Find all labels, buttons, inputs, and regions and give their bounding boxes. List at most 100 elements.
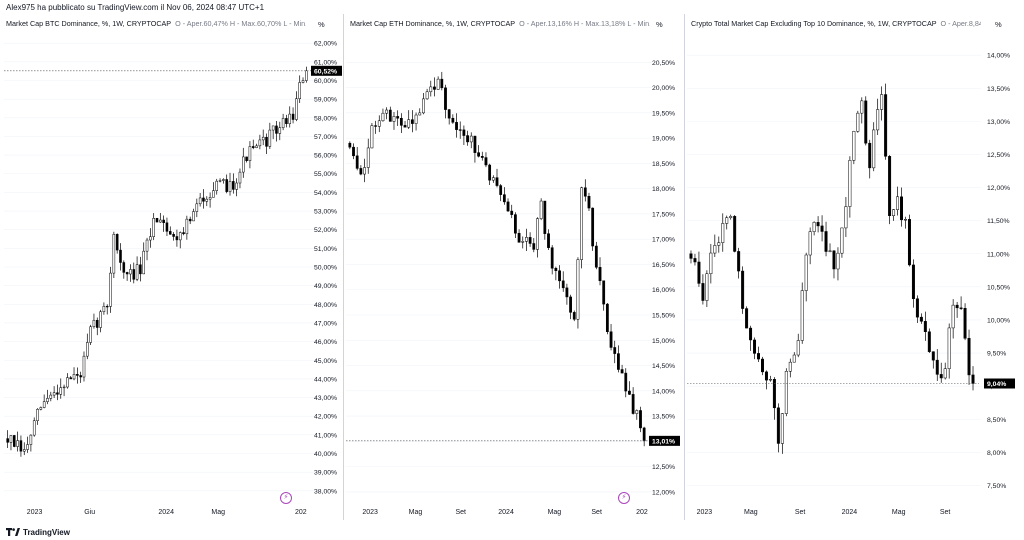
candle: [155, 217, 159, 223]
candle-body: [709, 252, 713, 274]
candle-body: [576, 259, 580, 320]
candle-body: [554, 267, 558, 271]
candle-body: [602, 280, 606, 305]
y-tick-label: 50,00%: [314, 265, 337, 272]
unit-header: %: [995, 20, 1002, 29]
candle: [840, 227, 844, 258]
candle-body: [725, 217, 729, 224]
candle-body: [780, 413, 784, 444]
candle: [198, 193, 202, 207]
candle: [510, 204, 514, 219]
x-axis: 2023 Mag Set 2024 Mag Set 202: [362, 509, 648, 516]
candlestick-chart[interactable]: 2023MagSet2024MagSet20212,00%12,50%13,00…: [344, 14, 683, 520]
candle-body: [832, 250, 836, 270]
candle-body: [447, 109, 451, 119]
candle: [59, 378, 63, 399]
y-tick-label: 8,00%: [987, 450, 1006, 457]
candle-body: [768, 379, 772, 381]
published-byline: Alex975 ha pubblicato su TradingView.com…: [6, 3, 265, 12]
candle: [261, 129, 265, 146]
candle: [462, 125, 466, 146]
candle: [82, 351, 86, 382]
candle: [22, 442, 26, 456]
y-tick-label: 41,00%: [314, 432, 337, 439]
candle-body: [828, 250, 832, 252]
candle: [927, 328, 931, 353]
candle: [225, 174, 228, 194]
alert-lightning-icon[interactable]: ⚡: [280, 492, 292, 504]
candlestick-chart[interactable]: 2023 Giu 2024 Mag 202 38,00% 39,00% 40,00% 41,00…: [0, 14, 342, 520]
grid-lines: [4, 42, 314, 492]
candle-body: [761, 358, 764, 373]
candle-body: [370, 125, 374, 149]
candle-body: [59, 387, 63, 395]
candle-body: [635, 410, 639, 414]
candle-body: [202, 197, 205, 202]
others-dominance-chart-panel[interactable]: Crypto Total Market Cap Excluding Top 10…: [685, 14, 1024, 520]
candle-body: [112, 234, 116, 274]
candle-body: [943, 368, 947, 379]
candle-body: [959, 307, 963, 309]
candle-body: [377, 120, 381, 127]
candle-body: [480, 156, 484, 158]
x-tick-label: Set: [940, 509, 951, 516]
candle: [218, 178, 222, 183]
candle-body: [215, 180, 219, 191]
candle: [764, 370, 768, 390]
candle-body: [185, 218, 189, 235]
candle: [285, 114, 288, 128]
candle: [561, 271, 565, 292]
candle-body: [29, 434, 33, 445]
candle-body: [46, 398, 49, 402]
btc-dominance-chart-panel[interactable]: Market Cap BTC Dominance, %, 1W, CRYPTOC…: [0, 14, 342, 520]
candle: [271, 125, 275, 140]
candle-body: [162, 219, 165, 224]
candle-body: [182, 232, 185, 235]
candle-body: [52, 392, 56, 396]
candle: [410, 110, 414, 133]
candle-body: [139, 264, 142, 275]
candle-body: [222, 179, 225, 181]
candle: [543, 200, 547, 240]
candle-body: [864, 100, 868, 144]
candle: [576, 257, 580, 329]
candle: [235, 178, 238, 197]
candle: [554, 266, 558, 281]
panel-divider: [343, 14, 344, 520]
candle: [89, 324, 92, 346]
y-tick-label: 54,00%: [314, 190, 337, 197]
y-tick-label: 13,50%: [652, 414, 675, 421]
candle: [911, 259, 915, 308]
candle-body: [820, 225, 824, 232]
candle: [268, 122, 272, 150]
candle: [583, 179, 587, 202]
candle: [363, 158, 366, 183]
candle: [112, 231, 116, 278]
candle: [768, 375, 772, 382]
x-tick-label: Set: [591, 509, 602, 516]
candle-body: [285, 118, 288, 124]
candle-body: [488, 164, 492, 181]
y-tick-label: 7,50%: [987, 483, 1006, 490]
candle-body: [808, 231, 812, 256]
alert-lightning-icon[interactable]: ⚡: [618, 492, 630, 504]
x-tick-label: Mag: [548, 509, 562, 516]
candle-body: [36, 409, 39, 421]
candlestick-chart[interactable]: 2023MagSet2024MagSet7,50%8,00%8,50%9,00%…: [685, 14, 1024, 520]
candle-body: [62, 386, 66, 389]
candle-body: [195, 203, 199, 212]
y-tick-label: 15,50%: [652, 313, 675, 320]
candle: [495, 168, 499, 188]
x-tick-label: Mag: [744, 509, 758, 516]
candle-body: [396, 116, 400, 119]
eth-dominance-chart-panel[interactable]: Market Cap ETH Dominance, %, 1W, CRYPTOC…: [344, 14, 683, 520]
y-tick-label: 56,00%: [314, 153, 337, 160]
candle: [517, 229, 521, 243]
candle: [904, 216, 907, 229]
candle-body: [198, 197, 202, 205]
candle-body: [796, 340, 800, 356]
candle: [36, 408, 39, 425]
candle: [238, 168, 242, 189]
last-price-label: 9,04%: [987, 381, 1006, 388]
candle: [119, 243, 122, 271]
